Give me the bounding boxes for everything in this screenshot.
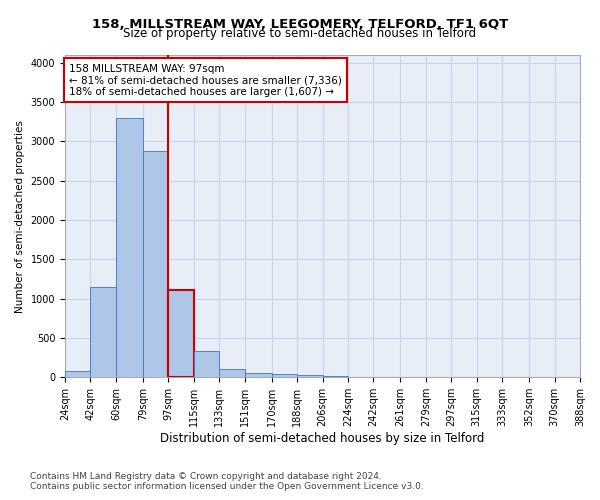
- Text: Contains HM Land Registry data © Crown copyright and database right 2024.: Contains HM Land Registry data © Crown c…: [30, 472, 382, 481]
- Bar: [65, 371, 91, 378]
- Bar: [169, 290, 194, 378]
- X-axis label: Distribution of semi-detached houses by size in Telford: Distribution of semi-detached houses by …: [160, 432, 485, 445]
- Bar: [272, 374, 297, 378]
- Text: 158, MILLSTREAM WAY, LEEGOMERY, TELFORD, TF1 6QT: 158, MILLSTREAM WAY, LEEGOMERY, TELFORD,…: [92, 18, 508, 30]
- Text: Size of property relative to semi-detached houses in Telford: Size of property relative to semi-detach…: [124, 28, 476, 40]
- Bar: [194, 352, 219, 378]
- Bar: [143, 151, 169, 378]
- Y-axis label: Number of semi-detached properties: Number of semi-detached properties: [15, 120, 25, 312]
- Bar: [91, 287, 116, 378]
- Bar: [245, 372, 272, 378]
- Bar: [323, 376, 348, 378]
- Bar: [297, 375, 323, 378]
- Bar: [219, 370, 245, 378]
- Text: Contains public sector information licensed under the Open Government Licence v3: Contains public sector information licen…: [30, 482, 424, 491]
- Text: 158 MILLSTREAM WAY: 97sqm
← 81% of semi-detached houses are smaller (7,336)
18% : 158 MILLSTREAM WAY: 97sqm ← 81% of semi-…: [69, 64, 342, 97]
- Bar: [116, 118, 143, 378]
